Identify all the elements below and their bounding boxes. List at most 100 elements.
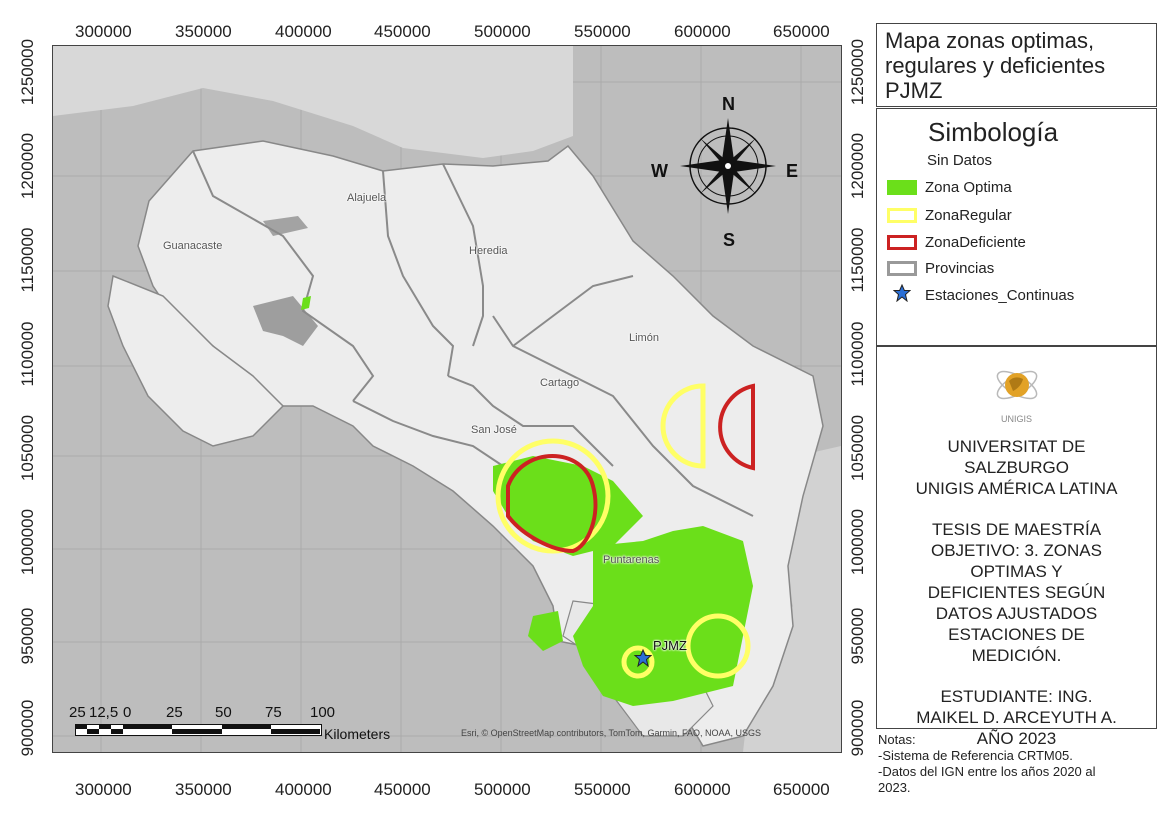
legend-item-zona-optima: Zona Optima <box>887 176 1012 198</box>
legend-item-estaciones: Estaciones_Continuas <box>887 283 1075 306</box>
place-label-guanacaste: Guanacaste <box>163 240 223 252</box>
notes: Notas: -Sistema de Referencia CRTM05. -D… <box>878 732 1096 796</box>
legend-label: Zona Optima <box>925 178 1012 196</box>
place-label-puntarenas: Puntarenas <box>603 554 660 566</box>
zona-regular-areas <box>495 383 751 679</box>
place-label-cartago: Cartago <box>540 377 580 389</box>
student-line-2: MAIKEL D. ARCEYUTH A. <box>916 708 1117 727</box>
thesis-line-7: MEDICIÓN. <box>971 646 1062 665</box>
student-line-1: ESTUDIANTE: ING. <box>940 687 1093 706</box>
logo-text: UNIGIS <box>1000 414 1032 424</box>
institution-line-2: SALZBURGO <box>964 458 1069 477</box>
notes-line-1: Notas: <box>878 732 916 747</box>
thesis-line-2: OBJETIVO: 3. ZONAS <box>931 541 1102 560</box>
place-label-limon: Limón <box>629 332 659 344</box>
station-pjmz-marker[interactable] <box>633 648 653 668</box>
legend-label: Estaciones_Continuas <box>925 286 1075 304</box>
legend-swatch-deficiente <box>887 234 917 250</box>
legend-box: Simbología Sin Datos Zona Optima ZonaReg… <box>876 108 1157 346</box>
x-tick-top-550000: 550000 <box>574 22 631 41</box>
scale-label-0: 0 <box>123 704 132 721</box>
legend-item-zona-deficiente: ZonaDeficiente <box>887 231 1026 253</box>
compass-e-label: E <box>786 161 799 181</box>
legend-title: Simbología <box>928 117 1059 147</box>
x-tick-bottom-350000: 350000 <box>175 780 232 799</box>
map-attribution: Esri, © OpenStreetMap contributors, TomT… <box>461 728 762 738</box>
x-tick-bottom-300000: 300000 <box>75 780 132 799</box>
y-tick-left-1100000: 1100000 <box>18 321 37 387</box>
place-label-alajuela: Alajuela <box>347 192 387 204</box>
info-box: UNIGIS UNIVERSITAT DE SALZBURGO UNIGIS A… <box>876 346 1157 748</box>
legend-label: Provincias <box>925 259 995 277</box>
thesis-line-5: DATOS AJUSTADOS <box>935 604 1098 623</box>
x-tick-bottom-400000: 400000 <box>275 780 332 799</box>
map-frame[interactable]: N S E W Alajuela Guanacaste Heredia Limó… <box>52 45 842 753</box>
nicoya-peninsula <box>107 274 285 447</box>
scale-label-12-5: 12,5 <box>89 704 119 721</box>
zona-optima-areas <box>301 296 753 706</box>
legend-label: Sin Datos <box>927 151 993 169</box>
institution-line-1: UNIVERSITAT DE <box>947 437 1086 456</box>
thesis-line-6: ESTACIONES DE <box>948 625 1085 644</box>
institution-line-3: UNIGIS AMÉRICA LATINA <box>915 479 1118 498</box>
x-tick-top-450000: 450000 <box>374 22 431 41</box>
legend-swatch-optima <box>887 179 917 195</box>
legend-item-zona-regular: ZonaRegular <box>887 204 1012 226</box>
x-tick-bottom-550000: 550000 <box>574 780 631 799</box>
x-tick-bottom-450000: 450000 <box>374 780 431 799</box>
y-tick-right-950000: 950000 <box>848 607 867 665</box>
y-tick-left-1250000: 1250000 <box>18 38 37 106</box>
notes-line-4: 2023. <box>878 780 911 795</box>
y-tick-right-1200000: 1200000 <box>848 132 867 200</box>
place-label-heredia: Heredia <box>469 245 508 257</box>
unigis-logo <box>991 361 1043 413</box>
compass-n-label: N <box>722 94 735 114</box>
x-tick-top-500000: 500000 <box>474 22 531 41</box>
y-tick-left-950000: 950000 <box>18 607 37 665</box>
y-tick-left-1000000: 1000000 <box>18 508 37 576</box>
station-label: PJMZ <box>653 638 687 653</box>
x-tick-bottom-600000: 600000 <box>674 780 731 799</box>
y-tick-left-1050000: 1050000 <box>18 414 37 482</box>
place-label-san-jose: San José <box>471 424 517 436</box>
thesis-line-1: TESIS DE MAESTRÍA <box>931 520 1102 539</box>
map-title-box: Mapa zonas optimas, regulares y deficien… <box>876 23 1157 107</box>
thesis-line-4: DEFICIENTES SEGÚN <box>927 583 1106 602</box>
scale-label-100: 100 <box>310 704 336 721</box>
notes-line-2: -Sistema de Referencia CRTM05. <box>878 748 1073 763</box>
notes-line-3: -Datos del IGN entre los años 2020 al <box>878 764 1096 779</box>
y-tick-right-1150000: 1150000 <box>848 227 867 293</box>
compass-rose <box>680 118 776 214</box>
nicaragua-land <box>53 46 573 158</box>
x-tick-bottom-650000: 650000 <box>773 780 830 799</box>
y-tick-right-1250000: 1250000 <box>848 38 867 106</box>
legend-swatch-provincias <box>887 260 917 276</box>
scale-unit-label: Kilometers <box>324 726 391 742</box>
scale-label-50: 50 <box>215 704 232 721</box>
legend-swatch-regular <box>887 207 917 223</box>
provincias-boundaries <box>192 150 754 517</box>
y-tick-left-900000: 900000 <box>18 699 37 757</box>
x-tick-top-300000: 300000 <box>75 22 132 41</box>
zona-deficiente-areas <box>506 383 755 554</box>
compass-s-label: S <box>723 230 736 250</box>
star-icon <box>887 283 917 306</box>
y-tick-left-1150000: 1150000 <box>18 227 37 293</box>
compass-w-label: W <box>651 161 668 181</box>
x-tick-bottom-500000: 500000 <box>474 780 531 799</box>
legend-label: ZonaDeficiente <box>925 233 1026 251</box>
thesis-line-3: OPTIMAS Y <box>970 562 1063 581</box>
legend-item-provincias: Provincias <box>887 257 994 279</box>
student-line-3: AÑO 2023 <box>976 729 1057 748</box>
legend-item-sin-datos: Sin Datos <box>927 149 992 171</box>
y-tick-right-900000: 900000 <box>848 699 867 757</box>
y-tick-right-1100000: 1100000 <box>848 321 867 387</box>
scale-label-25: 25 <box>166 704 183 721</box>
y-tick-right-1000000: 1000000 <box>848 508 867 576</box>
y-tick-right-1050000: 1050000 <box>848 414 867 482</box>
y-tick-left-1200000: 1200000 <box>18 132 37 200</box>
x-tick-top-400000: 400000 <box>275 22 332 41</box>
scale-label-25-left: 25 <box>69 704 86 721</box>
map-title: Mapa zonas optimas, regulares y deficien… <box>885 28 1106 103</box>
map-canvas <box>53 46 841 752</box>
